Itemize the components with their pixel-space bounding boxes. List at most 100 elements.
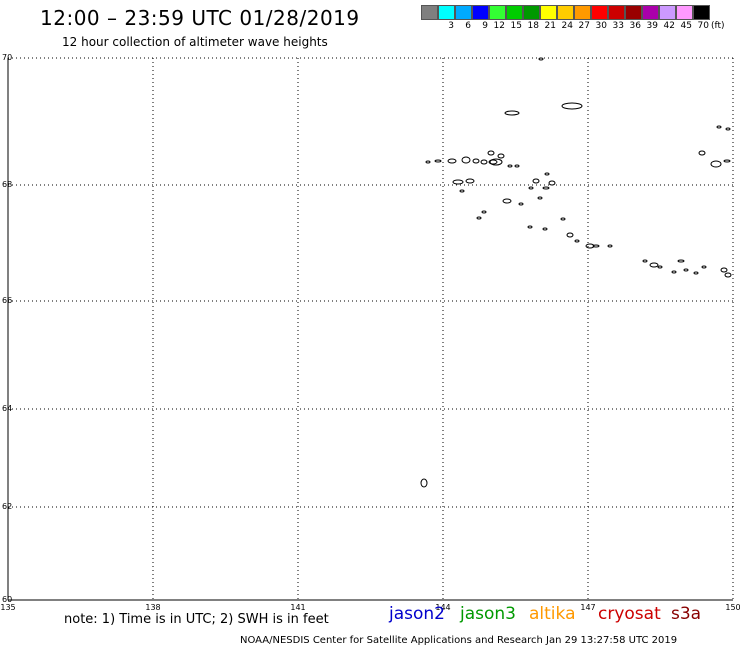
- map-frame: [7, 58, 733, 601]
- coastline-segment: [481, 210, 487, 214]
- coastline-segment: [723, 159, 731, 163]
- coastline-segment: [532, 178, 540, 184]
- coastline: [420, 57, 732, 488]
- coastline-segment: [566, 232, 574, 238]
- satellite-legend-s3a: s3a: [671, 604, 702, 624]
- colorbar-swatch: [438, 5, 455, 20]
- coastline-segment: [701, 265, 707, 269]
- colorbar-swatch: [455, 5, 472, 20]
- colorbar-swatch: [625, 5, 642, 20]
- coastline-segment: [548, 180, 556, 186]
- lon-label: 138: [145, 603, 160, 612]
- coastline-segment: [447, 158, 457, 164]
- coastline-segment: [585, 243, 595, 249]
- coastline-segment: [716, 125, 722, 129]
- colorbar-label: 24: [561, 21, 573, 31]
- map-subtitle: 12 hour collection of altimeter wave hei…: [62, 35, 328, 49]
- colorbar-label: 27: [578, 21, 590, 31]
- coastline-segment: [560, 217, 566, 221]
- lon-labels: 135 138 141 144 147 150: [0, 603, 740, 612]
- satellite-legend-jason2: jason2: [389, 604, 445, 624]
- lat-label: 70: [2, 53, 12, 62]
- colorbar-label: 30: [595, 21, 607, 31]
- coastline-segment: [693, 271, 699, 275]
- coastline-segment: [671, 270, 677, 274]
- colorbar-label: 39: [646, 21, 658, 31]
- colorbar-label: 9: [482, 21, 488, 31]
- coastline-segment: [544, 172, 550, 176]
- lat-label: 68: [2, 180, 12, 189]
- colorbar-label: 45: [680, 21, 692, 31]
- coastline-segment: [488, 159, 498, 165]
- map-title: 12:00 – 23:59 UTC 01/28/2019: [40, 6, 360, 30]
- coastline-segment: [657, 265, 663, 269]
- colorbar-label: 36: [629, 21, 641, 31]
- coastline-segment: [542, 227, 548, 231]
- coastline-segment: [497, 153, 505, 159]
- coastline-segment: [459, 189, 465, 193]
- coastline-segment: [461, 156, 471, 164]
- colorbar-swatch: [506, 5, 523, 20]
- colorbar-label: 33: [612, 21, 624, 31]
- lat-labels: 70 68 66 64 62 60: [2, 53, 12, 604]
- coastline-segment: [489, 158, 503, 166]
- coastline-segment: [592, 244, 600, 248]
- coastline-segment: [710, 160, 722, 168]
- satellite-legend-jason3: jason3: [460, 604, 516, 624]
- footer-note: note: 1) Time is in UTC; 2) SWH is in fe…: [64, 612, 329, 627]
- colorbar-swatch: [523, 5, 540, 20]
- coastline-segment: [537, 196, 543, 200]
- colorbar-label: 15: [510, 21, 522, 31]
- colorbar-label: 18: [527, 21, 539, 31]
- colorbar-swatch: [676, 5, 693, 20]
- coastline-segment: [425, 160, 431, 164]
- coastline-segment: [607, 244, 613, 248]
- lon-label: 135: [0, 603, 15, 612]
- coastline-segment: [480, 159, 488, 165]
- coastline-segment: [452, 179, 464, 185]
- coastline-segment: [507, 164, 513, 168]
- coastline-segment: [502, 198, 512, 204]
- coastline-segment: [538, 57, 544, 61]
- coastline-segment: [528, 186, 534, 190]
- colorbar-swatch: [540, 5, 557, 20]
- colorbar-label: 21: [544, 21, 556, 31]
- coastline-segment: [574, 239, 580, 243]
- coastline-segment: [724, 272, 732, 278]
- coastline-segment: [504, 110, 520, 116]
- coastline-segment: [649, 262, 659, 268]
- colorbar-swatch: [489, 5, 506, 20]
- coastline-segment: [527, 225, 533, 229]
- coastline-segment: [698, 150, 706, 156]
- coastline-segment: [720, 267, 728, 273]
- colorbar-label: 6: [465, 21, 471, 31]
- lon-label: 150: [725, 603, 740, 612]
- lat-label: 62: [2, 502, 12, 511]
- colorbar-label: 12: [493, 21, 505, 31]
- colorbar-swatch: [574, 5, 591, 20]
- colorbar-swatch: [557, 5, 574, 20]
- colorbar-swatch: [693, 5, 710, 20]
- graticule: [8, 57, 734, 600]
- coastline-segment: [420, 478, 428, 488]
- lon-label: 144: [435, 603, 450, 612]
- wave-height-colorbar: [421, 5, 710, 20]
- coastline-segment: [518, 202, 524, 206]
- coastline-segment: [683, 268, 689, 272]
- lon-label: 147: [580, 603, 595, 612]
- lon-label: 141: [290, 603, 305, 612]
- coastline-segment: [465, 178, 475, 184]
- coastline-segment: [561, 102, 583, 110]
- colorbar-swatch: [421, 5, 438, 20]
- colorbar-label: 70: [697, 21, 709, 31]
- colorbar-unit: (ft): [711, 21, 725, 31]
- coastline-segment: [487, 150, 495, 156]
- coastline-segment: [725, 127, 731, 131]
- colorbar-swatch: [591, 5, 608, 20]
- colorbar-swatch: [659, 5, 676, 20]
- coastline-segment: [542, 186, 550, 190]
- satellite-legend-cryosat: cryosat: [598, 604, 661, 624]
- coastline-segment: [476, 216, 482, 220]
- colorbar-swatch: [642, 5, 659, 20]
